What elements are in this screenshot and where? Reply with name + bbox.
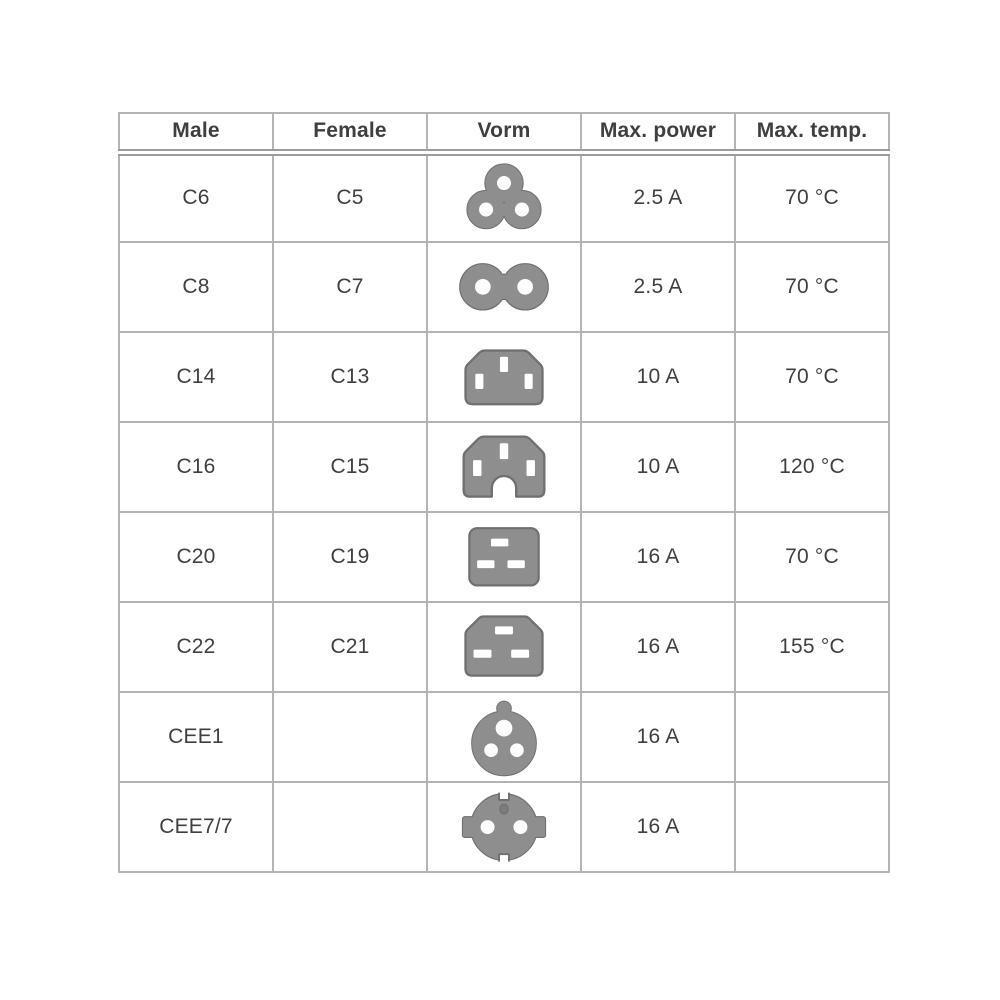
max-power-cell: 10 A: [580, 331, 736, 423]
table-row: C6 C5 2.5 A 70 °C: [118, 151, 890, 243]
shape-cell: [426, 421, 582, 513]
col-header-vorm: Vorm: [426, 112, 582, 156]
col-header-max-temp: Max. temp.: [734, 112, 890, 156]
c20-c19-plug-icon: [429, 523, 579, 591]
c16-c15-notched-plug-icon: [429, 431, 579, 502]
table-row: C22 C21 16 A 155 °C: [118, 601, 890, 693]
c22-c21-plug-icon: [429, 612, 579, 682]
max-temp-cell: 70 °C: [734, 511, 890, 603]
max-power-cell: 16 A: [580, 781, 736, 873]
table-row: C16 C15 10 A 120 °C: [118, 421, 890, 513]
max-power-cell: 16 A: [580, 691, 736, 783]
shape-cell: [426, 781, 582, 873]
shape-cell: [426, 511, 582, 603]
table-row: C20 C19 16 A 70 °C: [118, 511, 890, 603]
male-cell: C20: [118, 511, 274, 603]
female-cell: [272, 781, 428, 873]
table-row: C8 C7 2.5 A 70 °C: [118, 241, 890, 333]
female-cell: C21: [272, 601, 428, 693]
header-row: Male Female Vorm Max. power Max. temp.: [118, 112, 890, 156]
female-cell: C13: [272, 331, 428, 423]
female-cell: C15: [272, 421, 428, 513]
male-cell: CEE1: [118, 691, 274, 783]
male-cell: C16: [118, 421, 274, 513]
male-cell: C14: [118, 331, 274, 423]
shape-cell: [426, 331, 582, 423]
col-header-max-power: Max. power: [580, 112, 736, 156]
max-power-cell: 16 A: [580, 511, 736, 603]
connector-table: Male Female Vorm Max. power Max. temp. C…: [118, 112, 890, 873]
c14-c13-plug-icon: [429, 346, 579, 409]
c6-c5-cloverleaf-plug-icon: [429, 162, 579, 234]
max-power-cell: 10 A: [580, 421, 736, 513]
max-temp-cell: 70 °C: [734, 151, 890, 243]
max-temp-cell: [734, 691, 890, 783]
max-temp-cell: 120 °C: [734, 421, 890, 513]
male-cell: C8: [118, 241, 274, 333]
max-power-cell: 2.5 A: [580, 241, 736, 333]
shape-cell: [426, 151, 582, 243]
connector-table-container: Male Female Vorm Max. power Max. temp. C…: [118, 112, 890, 873]
col-header-female: Female: [272, 112, 428, 156]
female-cell: C5: [272, 151, 428, 243]
max-temp-cell: 70 °C: [734, 241, 890, 333]
max-power-cell: 16 A: [580, 601, 736, 693]
col-header-male: Male: [118, 112, 274, 156]
male-cell: CEE7/7: [118, 781, 274, 873]
male-cell: C22: [118, 601, 274, 693]
male-cell: C6: [118, 151, 274, 243]
shape-cell: [426, 241, 582, 333]
max-temp-cell: 70 °C: [734, 331, 890, 423]
female-cell: [272, 691, 428, 783]
table-row: CEE1 16 A: [118, 691, 890, 783]
cee7-7-schuko-plug-icon: [429, 786, 579, 868]
c8-c7-figure8-plug-icon: [429, 262, 579, 312]
cee1-round-plug-icon: [429, 697, 579, 778]
table-header: Male Female Vorm Max. power Max. temp.: [118, 112, 890, 156]
female-cell: C7: [272, 241, 428, 333]
max-temp-cell: 155 °C: [734, 601, 890, 693]
table-row: C14 C13 10 A 70 °C: [118, 331, 890, 423]
table-row: CEE7/7 16 A: [118, 781, 890, 873]
max-power-cell: 2.5 A: [580, 151, 736, 243]
shape-cell: [426, 691, 582, 783]
shape-cell: [426, 601, 582, 693]
female-cell: C19: [272, 511, 428, 603]
max-temp-cell: [734, 781, 890, 873]
table-body: C6 C5 2.5 A 70 °C C8 C7 2.5 A 70 °C C14 …: [118, 151, 890, 873]
